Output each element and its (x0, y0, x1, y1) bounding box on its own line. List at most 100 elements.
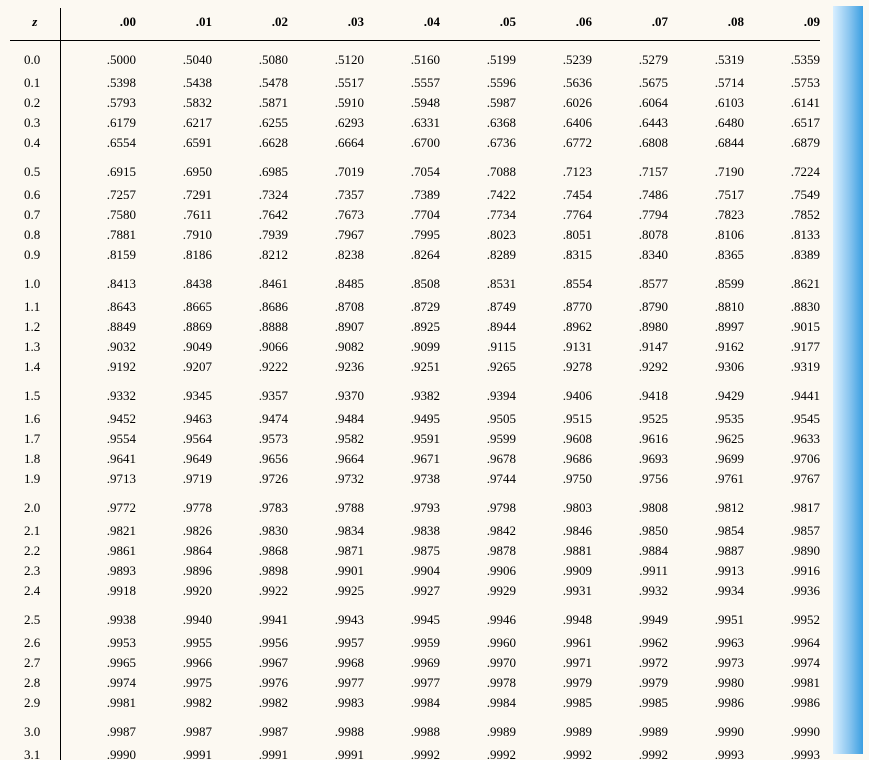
cell: .9726 (212, 469, 288, 489)
cell: .9972 (592, 653, 668, 673)
cell: .9608 (516, 429, 592, 449)
z-label: 3.1 (10, 745, 60, 760)
cell: .9319 (744, 357, 820, 377)
cell: .5871 (212, 93, 288, 113)
cell: .7054 (364, 153, 440, 185)
col-header-z: z (10, 8, 60, 41)
cell: .7764 (516, 205, 592, 225)
cell: .9744 (440, 469, 516, 489)
cell: .9949 (592, 601, 668, 633)
cell: .6700 (364, 133, 440, 153)
cell: .9842 (440, 521, 516, 541)
cell: .9875 (364, 541, 440, 561)
z-label: 0.4 (10, 133, 60, 153)
cell: .9955 (136, 633, 212, 653)
cell: .7257 (60, 185, 136, 205)
cell: .8729 (364, 297, 440, 317)
cell: .9990 (744, 713, 820, 745)
cell: .8186 (136, 245, 212, 265)
z-label: 2.5 (10, 601, 60, 633)
cell: .9963 (668, 633, 744, 653)
cell: .9678 (440, 449, 516, 469)
row-group: 2.5.9938.9940.9941.9943.9945.9946.9948.9… (10, 601, 820, 713)
cell: .9564 (136, 429, 212, 449)
z-label: 2.9 (10, 693, 60, 713)
col-header-04: .04 (364, 8, 440, 41)
table-row: 1.2.8849.8869.8888.8907.8925.8944.8962.8… (10, 317, 820, 337)
cell: .9830 (212, 521, 288, 541)
cell: .7389 (364, 185, 440, 205)
table-row: 0.3.6179.6217.6255.6293.6331.6368.6406.6… (10, 113, 820, 133)
table-row: 2.0.9772.9778.9783.9788.9793.9798.9803.9… (10, 489, 820, 521)
table-row: 0.6.7257.7291.7324.7357.7389.7422.7454.7… (10, 185, 820, 205)
z-label: 0.8 (10, 225, 60, 245)
table-row: 2.7.9965.9966.9967.9968.9969.9970.9971.9… (10, 653, 820, 673)
cell: .8461 (212, 265, 288, 297)
cell: .7324 (212, 185, 288, 205)
cell: .7357 (288, 185, 364, 205)
z-table: z .00 .01 .02 .03 .04 .05 .06 .07 .08 .0… (10, 8, 820, 760)
cell: .7910 (136, 225, 212, 245)
cell: .8888 (212, 317, 288, 337)
cell: .8238 (288, 245, 364, 265)
cell: .9686 (516, 449, 592, 469)
cell: .9115 (440, 337, 516, 357)
cell: .7422 (440, 185, 516, 205)
cell: .9265 (440, 357, 516, 377)
table-row: 3.0.9987.9987.9987.9988.9988.9989.9989.9… (10, 713, 820, 745)
cell: .9977 (288, 673, 364, 693)
cell: .8485 (288, 265, 364, 297)
cell: .9484 (288, 409, 364, 429)
table-row: 1.7.9554.9564.9573.9582.9591.9599.9608.9… (10, 429, 820, 449)
cell: .5714 (668, 73, 744, 93)
cell: .9649 (136, 449, 212, 469)
cell: .8810 (668, 297, 744, 317)
table-row: 0.5.6915.6950.6985.7019.7054.7088.7123.7… (10, 153, 820, 185)
cell: .6517 (744, 113, 820, 133)
cell: .5279 (592, 41, 668, 74)
cell: .7157 (592, 153, 668, 185)
cell: .8051 (516, 225, 592, 245)
cell: .9977 (364, 673, 440, 693)
cell: .9968 (288, 653, 364, 673)
cell: .5478 (212, 73, 288, 93)
cell: .9783 (212, 489, 288, 521)
cell: .9896 (136, 561, 212, 581)
cell: .9803 (516, 489, 592, 521)
cell: .9960 (440, 633, 516, 653)
row-group: 0.5.6915.6950.6985.7019.7054.7088.7123.7… (10, 153, 820, 265)
cell: .9463 (136, 409, 212, 429)
cell: .6368 (440, 113, 516, 133)
cell: .5987 (440, 93, 516, 113)
cell: .9991 (212, 745, 288, 760)
cell: .9236 (288, 357, 364, 377)
cell: .9761 (668, 469, 744, 489)
cell: .9980 (668, 673, 744, 693)
z-label: 0.1 (10, 73, 60, 93)
cell: .6480 (668, 113, 744, 133)
cell: .9887 (668, 541, 744, 561)
cell: .9177 (744, 337, 820, 357)
cell: .9525 (592, 409, 668, 429)
row-group: 1.0.8413.8438.8461.8485.8508.8531.8554.8… (10, 265, 820, 377)
cell: .7611 (136, 205, 212, 225)
cell: .8389 (744, 245, 820, 265)
cell: .9706 (744, 449, 820, 469)
cell: .7794 (592, 205, 668, 225)
cell: .9920 (136, 581, 212, 601)
table-row: 3.1.9990.9991.9991.9991.9992.9992.9992.9… (10, 745, 820, 760)
cell: .7673 (288, 205, 364, 225)
cell: .9554 (60, 429, 136, 449)
cell: .9192 (60, 357, 136, 377)
cell: .8577 (592, 265, 668, 297)
cell: .9850 (592, 521, 668, 541)
cell: .9854 (668, 521, 744, 541)
row-group: 2.0.9772.9778.9783.9788.9793.9798.9803.9… (10, 489, 820, 601)
side-gradient (833, 6, 863, 754)
cell: .9162 (668, 337, 744, 357)
z-label: 1.1 (10, 297, 60, 317)
cell: .9934 (668, 581, 744, 601)
cell: .9988 (364, 713, 440, 745)
z-label: 0.0 (10, 41, 60, 74)
cell: .5517 (288, 73, 364, 93)
